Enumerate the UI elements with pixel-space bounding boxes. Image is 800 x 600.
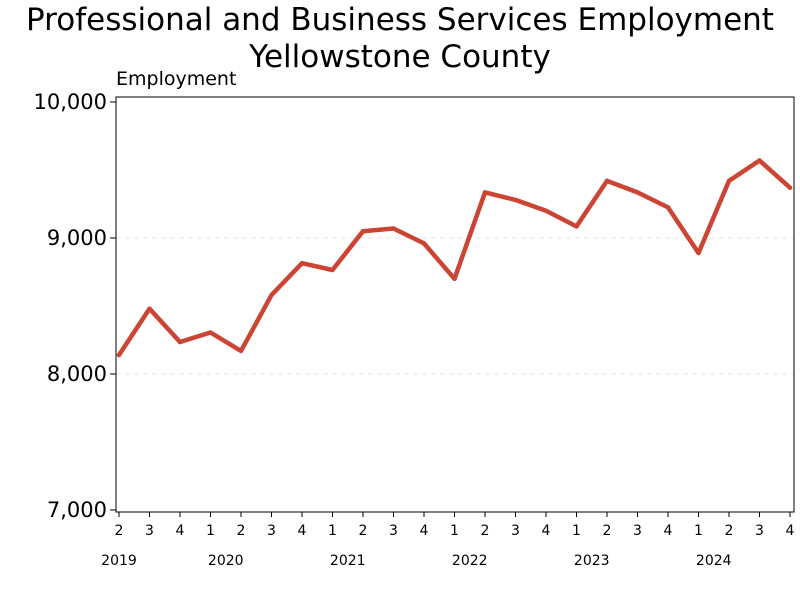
x-year-label: 2019 — [101, 553, 137, 569]
data-point — [665, 205, 671, 210]
x-tick-label: 2 — [237, 523, 246, 539]
series-layer — [116, 158, 793, 358]
x-tick-label: 3 — [511, 523, 520, 539]
x-tick-label: 1 — [328, 523, 337, 539]
data-point — [330, 267, 335, 273]
x-tick-label: 2 — [603, 523, 612, 539]
data-point — [421, 241, 427, 246]
plot-frame — [115, 96, 795, 513]
y-axis-label: Employment — [116, 68, 237, 90]
data-point — [604, 178, 610, 184]
x-axis: 2 3 4 1 2 3 4 1 2 3 4 1 2 3 4 1 2 3 4 1 2 3 4 2019 2020 2021 2022 2… — [101, 512, 795, 569]
x-year-label: 2021 — [330, 553, 366, 569]
y-tick-label: 9,000 — [47, 226, 107, 250]
x-tick-label: 2 — [359, 523, 368, 539]
x-tick-label: 3 — [755, 523, 764, 539]
x-tick-label: 3 — [633, 523, 642, 539]
x-tick-label: 4 — [542, 523, 551, 539]
x-tick-label: 1 — [206, 523, 215, 539]
chart-title: Professional and Business Services Emplo… — [26, 2, 774, 38]
x-tick-label: 1 — [450, 523, 459, 539]
x-tick-label: 4 — [298, 523, 307, 539]
data-point — [513, 197, 518, 203]
data-point — [177, 339, 183, 345]
x-year-label: 2023 — [574, 553, 610, 569]
x-year-label: 2022 — [452, 553, 488, 569]
gridlines — [116, 237, 794, 375]
data-point — [726, 178, 732, 184]
x-tick-label: 4 — [786, 523, 795, 539]
y-tick-label: 8,000 — [47, 362, 107, 386]
chart-subtitle: Yellowstone County — [249, 39, 551, 75]
x-tick-label: 4 — [664, 523, 673, 539]
x-tick-label: 2 — [725, 523, 734, 539]
data-point — [482, 190, 488, 195]
data-point — [360, 229, 366, 234]
data-point — [147, 306, 152, 311]
data-point — [116, 352, 122, 358]
y-axis: 7,000 8,000 9,000 10,000 — [34, 90, 116, 522]
y-tick-label: 7,000 — [47, 498, 107, 522]
x-tick-label: 2 — [115, 523, 124, 539]
data-point — [635, 190, 640, 195]
data-point — [574, 224, 579, 229]
data-point — [757, 158, 762, 163]
data-point — [787, 185, 793, 190]
x-tick-label: 2 — [481, 523, 490, 539]
x-year-label: 2024 — [696, 553, 732, 569]
data-point — [238, 348, 244, 354]
data-point — [696, 250, 701, 256]
x-tick-label: 3 — [145, 523, 154, 539]
data-point — [208, 330, 213, 335]
data-point — [391, 226, 396, 231]
data-point — [543, 208, 549, 213]
x-tick-label: 3 — [389, 523, 398, 539]
x-tick-label: 4 — [420, 523, 429, 539]
x-tick-label: 4 — [176, 523, 185, 539]
x-year-label: 2020 — [208, 553, 244, 569]
y-tick-label: 10,000 — [34, 90, 107, 114]
series-line — [116, 158, 793, 358]
x-tick-label: 1 — [572, 523, 581, 539]
x-tick-label: 1 — [694, 523, 703, 539]
x-tick-label: 3 — [267, 523, 276, 539]
data-point — [269, 292, 274, 298]
data-point — [452, 276, 457, 281]
data-point — [299, 260, 305, 266]
